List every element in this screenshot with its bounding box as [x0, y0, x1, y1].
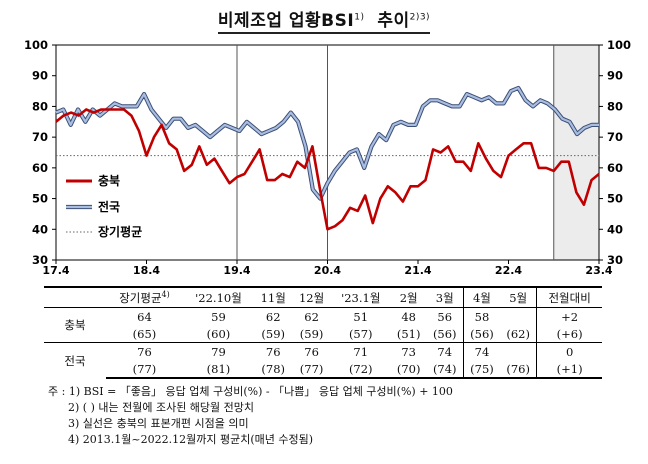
chart-title: 비제조업 업황BSI1) 추이2)3) — [0, 6, 648, 34]
y-tick-label-right: 70 — [607, 130, 623, 144]
title-trend: 추이 — [377, 11, 410, 31]
table-cell: +2 — [536, 307, 602, 325]
table-cell: (76) — [500, 360, 537, 379]
table-cell: (70) — [390, 360, 427, 379]
header-cell: '22.10월 — [182, 286, 254, 308]
table-row: 충북 64 59 62 62 51 48 56 58 +2 — [44, 307, 602, 332]
table-cell: 76 — [292, 342, 331, 360]
title-footnote-2: 2)3) — [409, 12, 431, 23]
table-cell: 71 — [330, 342, 391, 360]
header-cell: '23.1월 — [330, 286, 391, 308]
table-cell: (+1) — [536, 360, 602, 379]
footnote-1: 주 : 1) BSI = 「좋음」 응답 업체 구성비(%) - 「나쁨」 응답… — [48, 385, 453, 398]
table-cell: (56) — [462, 325, 501, 343]
legend-label: 전국 — [98, 199, 120, 214]
x-tick-label: 19.4 — [223, 264, 250, 277]
table-cell: (78) — [254, 360, 293, 379]
footnote-3: 3) 실선은 충북의 표본개편 시점을 의미 — [68, 417, 249, 430]
table-cell: (81) — [182, 360, 254, 379]
table-cell: (74) — [426, 360, 464, 379]
table-cell — [500, 308, 537, 326]
table-cell: 48 — [401, 309, 416, 324]
table-cell: 51 — [353, 309, 369, 324]
table-cell: (59) — [261, 326, 285, 341]
table-cell: (+6) — [536, 325, 602, 343]
table-cell: (59) — [299, 326, 324, 341]
bsi-data-table: 장기평균4) '22.10월 11월 12월 '23.1월 2월 3월 4월 5… — [44, 286, 602, 379]
header-cell: 3월 — [426, 286, 464, 308]
table-cell: 58 — [462, 307, 501, 325]
table-cell: 76 — [254, 342, 293, 360]
header-long-term-average: 장기평균4) — [106, 286, 183, 308]
y-tick-label: 90 — [32, 69, 48, 83]
legend-label: 장기평균 — [98, 224, 142, 239]
footnote-2: 2) ( ) 내는 전월에 조사된 해당월 전망치 — [68, 401, 255, 414]
table-cell: (72) — [330, 360, 391, 379]
x-tick-label: 17.4 — [42, 264, 69, 277]
table-cell: 64 — [137, 309, 152, 324]
y-tick-label-right: 50 — [607, 192, 623, 206]
y-tick-label-right: 100 — [607, 38, 631, 52]
y-tick-label: 40 — [32, 222, 48, 236]
footnote-4: 4) 2013.1월~2022.12월까지 평균치(매년 수정됨) — [68, 433, 313, 446]
footnotes: 주 : 1) BSI = 「좋음」 응답 업체 구성비(%) - 「나쁨」 응답… — [48, 384, 453, 448]
table-row: 전국 76 79 76 76 71 73 74 74 0 — [44, 342, 602, 378]
header-cell: 11월 — [254, 286, 293, 308]
legend-label: 충북 — [98, 173, 120, 188]
table-row: (65) (60) (59) (59) (57) (51) (56) (56) … — [44, 325, 602, 343]
table-cell: (60) — [206, 326, 231, 341]
table-cell: (51) — [396, 326, 421, 341]
header-cell: 12월 — [292, 286, 331, 308]
x-tick-label: 22.4 — [495, 264, 522, 277]
table-cell: 74 — [462, 342, 501, 360]
table-cell: 56 — [437, 309, 453, 324]
y-tick-label: 50 — [32, 192, 48, 206]
row-label: 전국 — [44, 342, 106, 378]
chungbuk-series-line — [55, 108, 600, 231]
table-header-row: 장기평균4) '22.10월 11월 12월 '23.1월 2월 3월 4월 5… — [44, 286, 602, 308]
row-label: 충북 — [64, 318, 86, 332]
x-tick-label: 21.4 — [404, 264, 431, 277]
table-cell: (75) — [462, 360, 501, 379]
table-cell: (56) — [432, 326, 457, 341]
table-cell: 62 — [265, 309, 281, 324]
table-cell: 74 — [426, 342, 464, 360]
table-cell: (62) — [506, 326, 530, 341]
header-cell: 4월 — [462, 286, 501, 308]
y-tick-label-right: 60 — [607, 161, 623, 175]
table-cell: 62 — [304, 309, 319, 324]
table-corner — [44, 286, 106, 308]
header-cell: 5월 — [500, 286, 537, 308]
y-tick-label: 80 — [32, 99, 48, 113]
x-tick-label: 20.4 — [314, 264, 341, 277]
table-cell: (65) — [132, 326, 157, 341]
header-cell: 2월 — [390, 286, 427, 308]
table-cell: (77) — [292, 360, 331, 379]
y-tick-label-right: 40 — [607, 222, 623, 236]
y-tick-label: 60 — [32, 161, 48, 175]
y-tick-label: 100 — [24, 38, 48, 52]
x-tick-label: 23.4 — [585, 264, 612, 277]
y-tick-label: 70 — [32, 130, 48, 144]
shaded-period — [553, 45, 599, 260]
title-main: 비제조업 업황BSI — [217, 11, 355, 31]
table-cell — [500, 342, 537, 360]
bsi-line-chart: 30 30 40 40 50 50 60 60 70 70 80 80 90 90 100 100 17.4 18… — [24, 38, 631, 277]
table-cell: 59 — [211, 309, 226, 324]
header-cell: 전월대비 — [536, 286, 602, 308]
table-cell: 76 — [106, 342, 183, 360]
table-row: (77) (81) (78) (77) (72) (70) (74) (75) … — [44, 360, 602, 379]
table-cell: (77) — [106, 360, 183, 379]
table-cell: 79 — [182, 342, 254, 360]
y-tick-label: 30 — [32, 253, 48, 267]
title-footnote-1: 1) — [354, 12, 365, 23]
national-series-line — [55, 86, 599, 200]
x-tick-label: 18.4 — [133, 264, 160, 277]
y-tick-label-right: 90 — [607, 69, 623, 83]
y-tick-label-right: 30 — [607, 253, 623, 267]
table-cell: (57) — [348, 326, 373, 341]
y-tick-label-right: 80 — [607, 99, 623, 113]
table-cell: 0 — [536, 342, 602, 360]
table-cell: 73 — [390, 342, 427, 360]
